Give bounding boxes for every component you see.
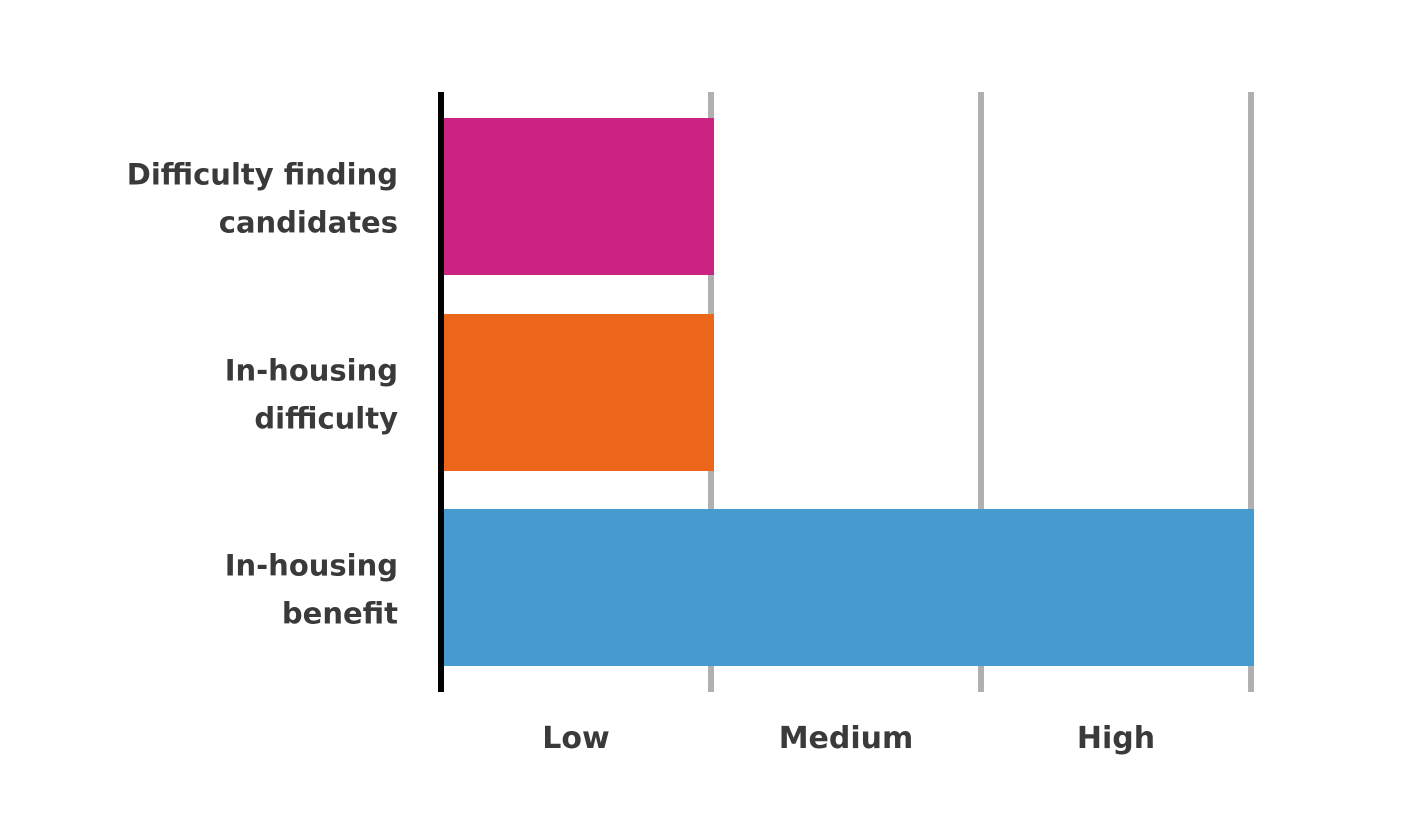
bars [444, 118, 1254, 666]
category-label-line: benefit [282, 597, 398, 631]
category-label-line: In-housing [225, 549, 398, 583]
x-tick-label-low: Low [542, 721, 609, 756]
category-label-line: candidates [219, 206, 398, 240]
x-tick-labels: Low Medium High [542, 721, 1155, 756]
category-labels: Difficulty finding candidates In-housing di… [127, 158, 398, 631]
x-tick-label-medium: Medium [779, 721, 914, 756]
bar-1 [444, 118, 714, 275]
category-label-line: Difficulty finding [127, 158, 398, 192]
category-label-line: difficulty [254, 402, 398, 436]
category-label-1: Difficulty finding candidates [127, 158, 398, 240]
category-label-3: In-housing benefit [225, 549, 398, 631]
category-label-2: In-housing difficulty [225, 354, 398, 436]
bar-3 [444, 509, 1254, 666]
category-label-line: In-housing [225, 354, 398, 388]
bar-2 [444, 314, 714, 471]
x-tick-label-high: High [1077, 721, 1155, 756]
